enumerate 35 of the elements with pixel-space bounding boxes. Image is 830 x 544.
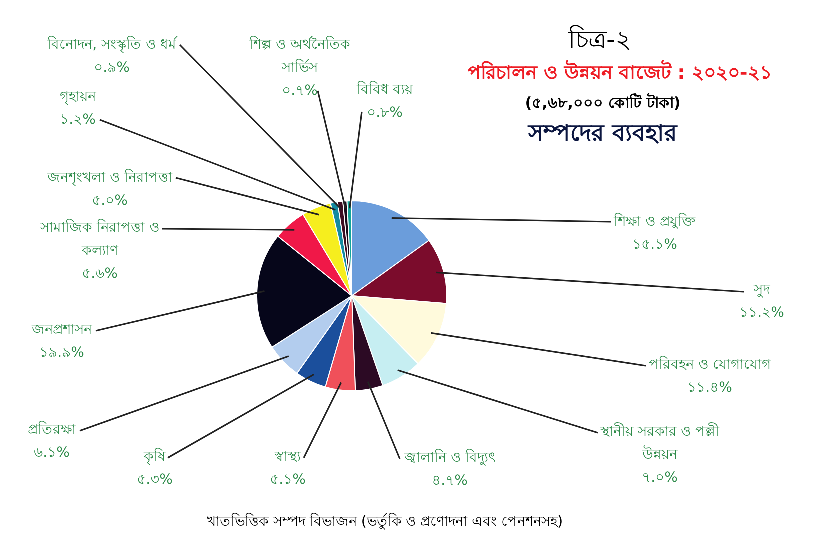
slice-label: সামাজিক নিরাপত্তা ও কল্যাণ [40, 219, 160, 259]
text: (৫,৬৮,০০০ কোটি টাকা) [525, 93, 681, 112]
data-label: ৫.০% [92, 193, 128, 209]
slice-label: স্বাস্থ্য [274, 449, 302, 465]
slice-label: গৃহায়ন [60, 89, 97, 105]
data-label: ৬.১% [34, 445, 70, 461]
slice-label: জনশৃংখলা ও নিরাপত্তা [46, 169, 174, 186]
slice-label: শিক্ষা ও প্রযুক্তি [613, 213, 696, 230]
slice-label: পরিবহন ও যোগাযোগ [649, 356, 772, 373]
slice-label: শিল্প ও অর্থনৈতিক সার্ভিস [248, 36, 350, 76]
slice-label: কৃষি [143, 448, 166, 465]
data-label: ০.৭% [282, 83, 318, 99]
slice-label: জনপ্রশাসন [31, 322, 93, 338]
data-label: ১১.৪% [688, 380, 732, 396]
data-label: ৫.৬% [82, 266, 118, 282]
data-label: ১.২% [60, 112, 96, 128]
chart-title: চিত্র-২ [567, 25, 632, 54]
slice-label: জ্বালানি ও বিদ্যুৎ [404, 449, 496, 466]
text: সম্পদের ব্যবহার [527, 121, 678, 147]
data-label: ০.৮% [367, 105, 403, 121]
slice-label: বিবিধ ব্যয় [356, 81, 414, 98]
data-label: ৪.৭% [432, 473, 468, 489]
data-label: ১৫.১% [632, 237, 678, 253]
data-label: ০.৯% [94, 60, 130, 76]
data-label: ৭.০% [642, 470, 678, 486]
text: পরিচালন ও উন্নয়ন বাজেট : ২০২০-২১ [468, 60, 772, 84]
data-label: ৫.৩% [137, 472, 173, 488]
slice-label: প্রতিরক্ষা [28, 421, 77, 438]
data-label: ৫.১% [270, 472, 306, 488]
slice-label: বিনোদন, সংস্কৃতি ও ধর্ম [46, 36, 178, 53]
slice-label: স্থানীয় সরকার ও পল্লী উন্নয়ন [599, 423, 721, 463]
data-label: ১১.২% [740, 305, 784, 321]
text: খাতভিত্তিক সম্পদ বিভাজন (ভর্তুকি ও প্রণোদনা এবং পেনশনসহ) [206, 513, 564, 530]
slice-label: সুদ [753, 282, 771, 298]
data-label: ১৯.৯% [40, 345, 84, 361]
